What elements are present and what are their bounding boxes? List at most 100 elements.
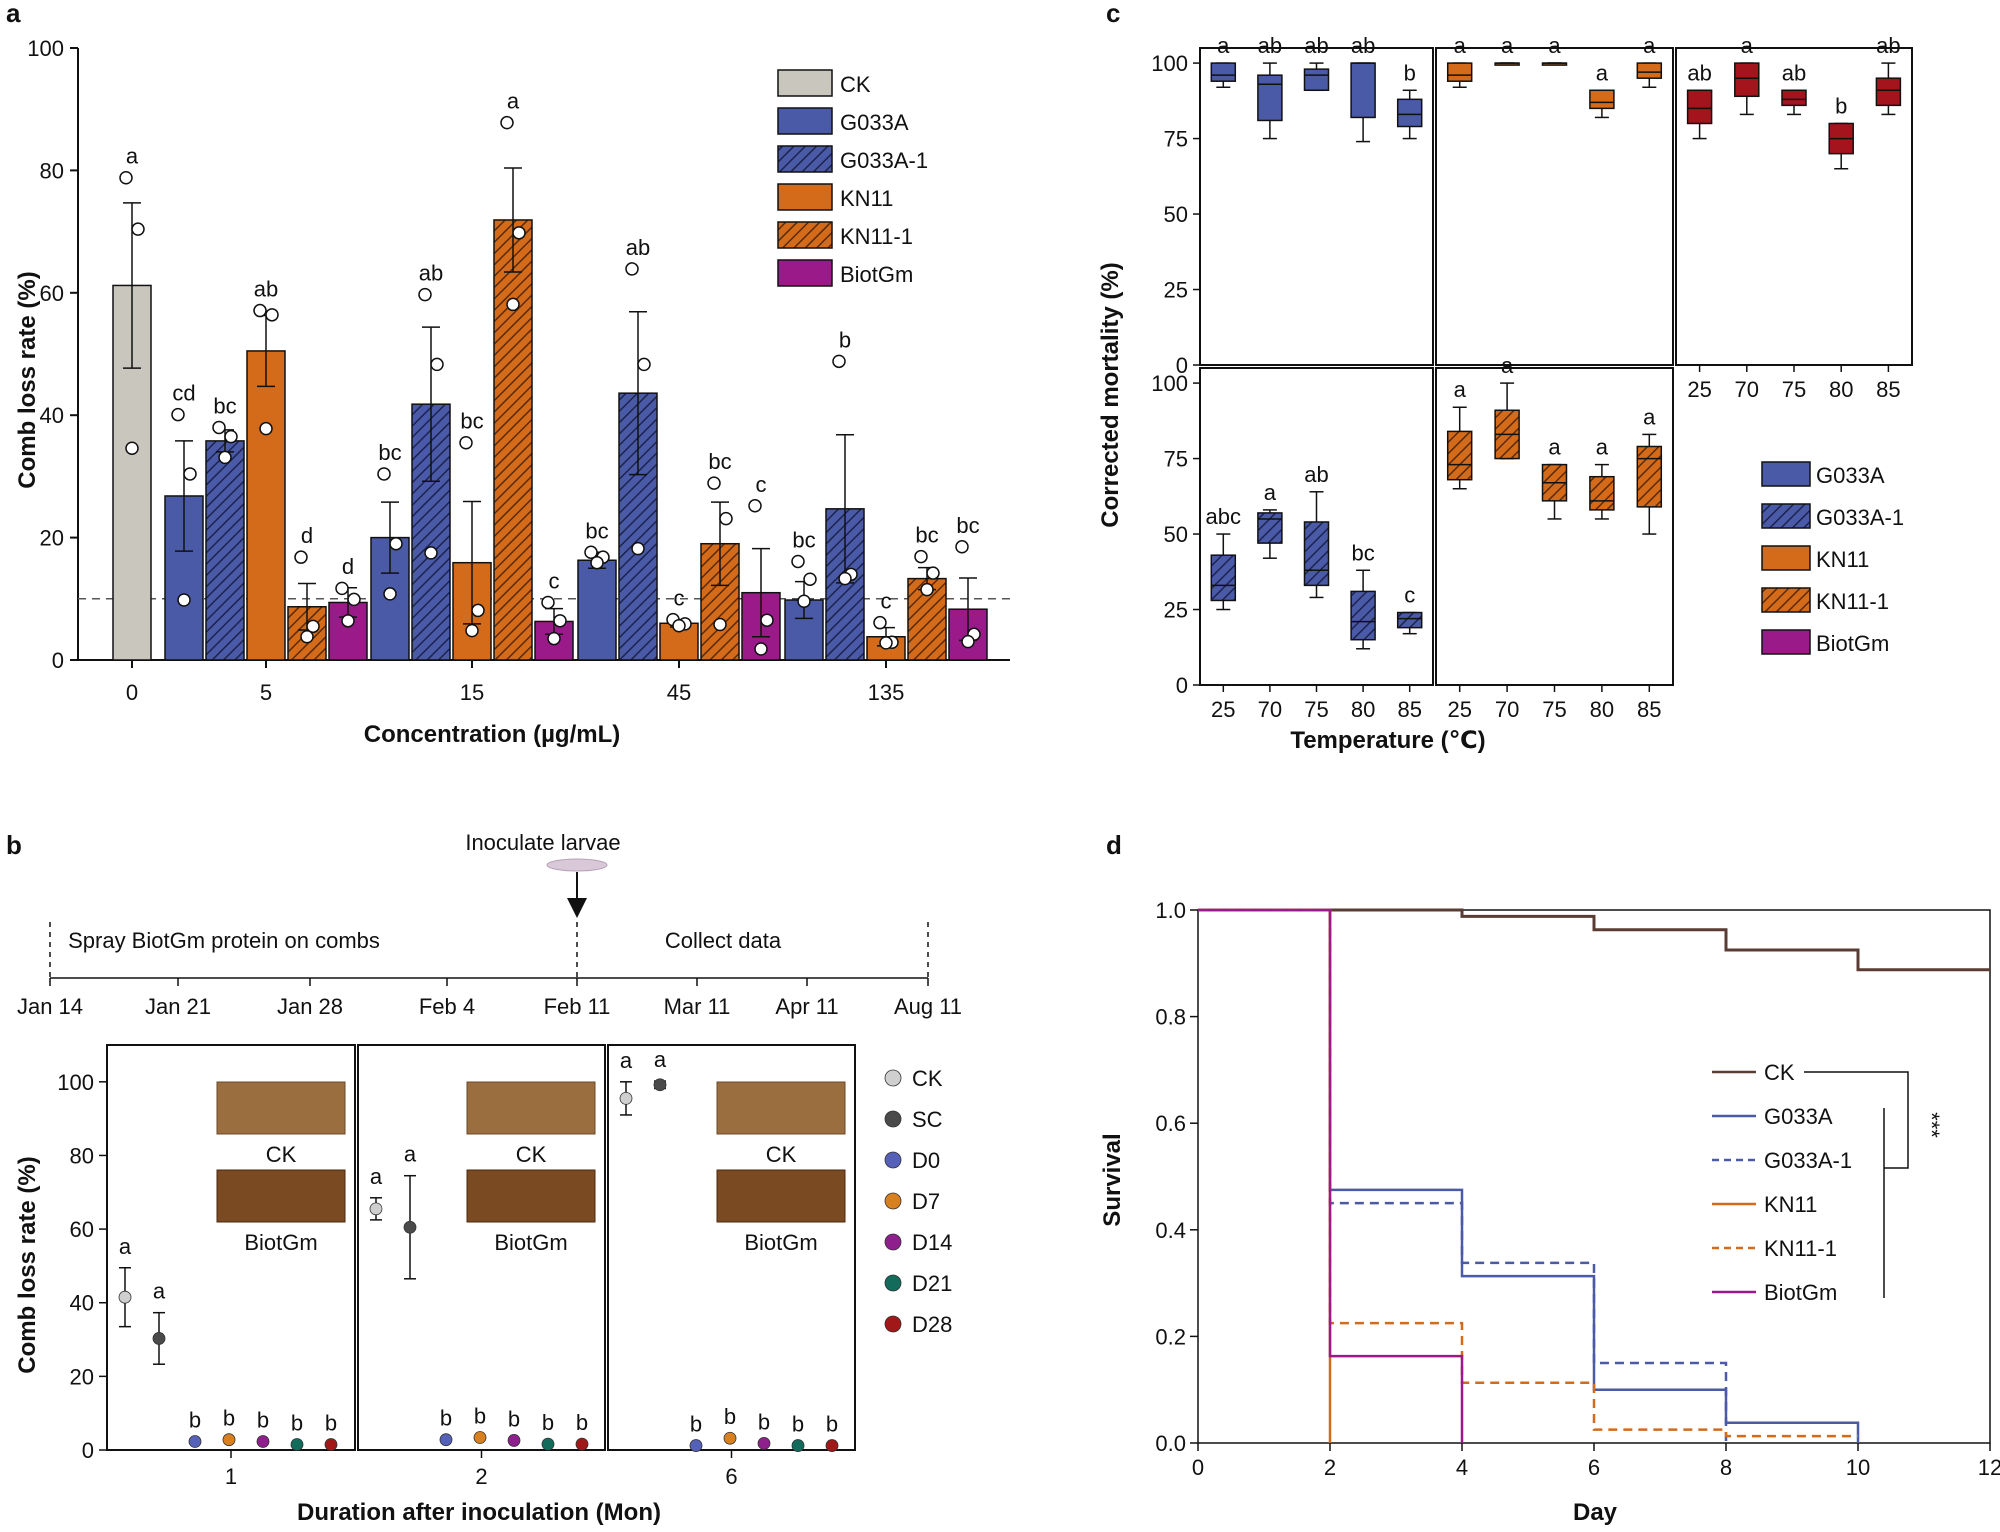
point-D7 [723,1431,737,1445]
data-point [471,603,485,618]
legend-label-D7: D7 [912,1189,940,1214]
significance-letter: d [342,554,354,579]
panel-d-xtick-label: 8 [1720,1455,1732,1480]
bar-G033A-1 [411,403,451,661]
significance-letter: b [724,1404,736,1429]
timeline-tick-label: Jan 14 [17,994,83,1019]
significance-letter: b [189,1408,201,1433]
panel-d-xtick-label: 0 [1192,1455,1204,1480]
data-point [637,357,651,372]
legend-marker-D28 [884,1315,902,1333]
significance-letter: ab [1304,33,1328,58]
box-80 [1350,62,1376,119]
significance-letter: b [758,1409,770,1434]
timeline-tick-label: Jan 21 [145,994,211,1019]
significance-letter: b [690,1412,702,1437]
bar-KN11-1 [493,219,533,661]
data-point [459,435,473,450]
panel-d-survival-curve: Survival Day 0 2 4 6 8 10 12 0.0 0.2 0.4 0.6 0.8 1.0… [1099,898,2000,1526]
panel-c-xtick-label: 25 [1687,377,1711,402]
data-point [625,262,639,276]
point-D21 [791,1439,805,1452]
panel-c-xtick-label: 85 [1397,697,1421,722]
panel-b-xlabel: Duration after inoculation (Mon) [297,1499,661,1526]
photo-label-ck: CK [516,1142,547,1167]
panel-d-ytick-label: 1.0 [1155,898,1186,923]
photo-label-biotgm: BiotGm [494,1230,567,1255]
panel-c-xtick-label: 80 [1590,697,1614,722]
significance-letter: b [508,1406,520,1431]
point-SC [403,1220,417,1234]
significance-letter: ab [626,235,650,260]
data-point [873,615,887,630]
data-point [341,614,355,628]
legend-swatch-G033A-1 [777,145,833,173]
panel-b-ylabel: Comb loss rate (%) [14,1156,41,1373]
panel-label-c: c [1106,0,1120,28]
data-point [347,592,361,607]
significance-letter: a [507,89,520,114]
data-point [294,550,308,564]
panel-a-bar-chart: Comb loss rate (%) Concentration (µg/mL)… [14,36,1010,748]
timeline-tick-label: Feb 4 [419,994,475,1019]
panel-c-xtick-label: 25 [1447,697,1471,722]
panel-a-ylabel: Comb loss rate (%) [14,271,41,488]
panel-c-xtick-label: 70 [1735,377,1759,402]
significance-bracket [1804,1071,1909,1169]
significance-letter: bc [792,527,815,552]
legend-swatch-KN11-1 [1761,587,1811,613]
box-85 [1396,98,1423,128]
comb-photo-biotgm [216,1169,346,1223]
comb-photo-biotgm [466,1169,596,1223]
point-CK [619,1091,633,1105]
panel-a-ytick-label: 80 [40,158,64,183]
legend-label-D0: D0 [912,1148,940,1173]
data-point [797,594,811,608]
legend-label-D14: D14 [912,1230,952,1255]
survival-line-CK [1198,908,1990,972]
data-point [265,308,279,322]
bar-G033A-1 [205,440,245,661]
photo-label-ck: CK [266,1142,297,1167]
data-point [713,617,727,632]
survival-line-G033A [1198,908,1860,1443]
data-point [748,499,762,513]
data-point [926,566,940,580]
data-point [131,222,145,236]
legend-marker-CK [884,1069,902,1087]
significance-letter: bc [708,449,731,474]
point-D21 [541,1437,555,1451]
box-25 [1446,62,1473,82]
significance-letter: c [881,589,892,614]
legend-marker-D14 [884,1233,902,1251]
comb-photo-ck [716,1081,846,1135]
panel-b-ytick-label: 80 [70,1143,94,1168]
box-70 [1257,512,1283,544]
data-point [553,614,567,628]
data-point [707,476,721,490]
panel-label-d: d [1106,830,1122,860]
panel-b-xtick-label: 6 [725,1464,737,1489]
significance-letter: abc [1206,504,1241,529]
legend-swatch-BiotGm [777,259,833,287]
timeline-spray-text: Spray BiotGm protein on combs [68,928,380,953]
data-point [803,572,817,586]
panel-b-xtick-label: 2 [475,1464,487,1489]
box-85 [1636,62,1663,79]
panel-label-a: a [6,0,21,28]
timeline-tick-label: Feb 11 [544,994,611,1019]
legend-swatch-BiotGm [1761,629,1811,655]
panel-c-subplot-frame [1199,47,1434,366]
legend-label-BiotGm: BiotGm [840,262,913,287]
significance-letter: ab [419,261,443,286]
box-85 [1636,445,1663,508]
box-25 [1210,62,1237,82]
legend-label-KN11: KN11 [1816,547,1869,572]
panel-d-xtick-label: 2 [1324,1455,1336,1480]
significance-letter: b [257,1408,269,1433]
significance-letter: a [119,1234,132,1259]
significance-letter: a [153,1279,166,1304]
legend-label-G033A-1: G033A-1 [840,148,928,173]
significance-letter: a [126,144,139,169]
legend-label-G033A-1: G033A-1 [1764,1148,1852,1173]
